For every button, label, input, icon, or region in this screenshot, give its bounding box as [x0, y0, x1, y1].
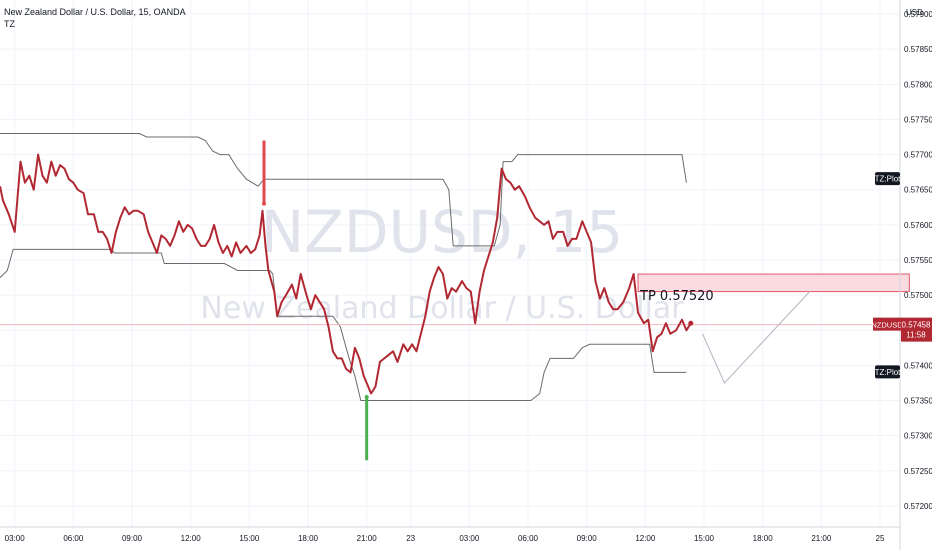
- x-tick-label: 15:00: [694, 534, 715, 543]
- x-tick-label: 23: [406, 534, 415, 543]
- y-tick-label: 0.57550: [904, 256, 932, 265]
- grid-lines: [0, 0, 900, 527]
- symbol-tag-bg: [873, 317, 901, 331]
- x-tick-label: 18:00: [298, 534, 319, 543]
- lower-band-line: [0, 248, 687, 401]
- x-tick-label: 21:00: [811, 534, 832, 543]
- watermark-name: New Zealand Dollar / U.S. Dollar: [200, 291, 684, 326]
- tp-zone[interactable]: [637, 273, 910, 293]
- buy-signal-dot: [364, 395, 369, 400]
- x-tick-label: 06:00: [63, 534, 84, 543]
- x-tick-label: 06:00: [518, 534, 539, 543]
- upper-band-line: [0, 133, 687, 247]
- y-tick-label: 0.57250: [904, 467, 932, 476]
- y-tick-label: 0.57300: [904, 432, 932, 441]
- x-tick-label: 09:00: [577, 534, 598, 543]
- countdown-text: 11:58: [906, 331, 926, 340]
- sell-signal-dot: [262, 201, 266, 206]
- y-tick-label: 0.57600: [904, 221, 932, 230]
- price-tag-bg: [901, 317, 932, 342]
- x-tick-label: 12:00: [635, 534, 656, 543]
- currency-label: USD: [906, 8, 923, 17]
- y-tick-label: 0.57900: [904, 10, 932, 19]
- y-tick-label: 0.57700: [904, 151, 932, 160]
- tp-label: TP 0.57520: [639, 289, 714, 304]
- x-tick-label: 09:00: [122, 534, 143, 543]
- x-tick-label: 03:00: [5, 534, 26, 543]
- tz-plot-lower-tag: TZ:Plot: [875, 365, 902, 379]
- symbol-tag-text: NZDUSD: [871, 321, 903, 330]
- x-tick-label: 03:00: [459, 534, 480, 543]
- watermark-symbol: NZDUSD, 15: [261, 198, 623, 266]
- last-price-dot: [688, 320, 694, 326]
- y-tick-label: 0.57650: [904, 186, 932, 195]
- price-series-line[interactable]: [0, 153, 692, 395]
- plot-area: [0, 133, 910, 461]
- tz-plot-upper-tag-bg: [875, 172, 900, 186]
- y-tick-label: 0.57200: [904, 502, 932, 511]
- tz-plot-lower-tag-text: TZ:Plot: [875, 368, 902, 377]
- y-tick-label: 0.57850: [904, 45, 932, 54]
- y-tick-label: 0.57500: [904, 291, 932, 300]
- x-tick-label: 15:00: [239, 534, 260, 543]
- y-tick-label: 0.57400: [904, 361, 932, 370]
- indicator-label[interactable]: TZ: [4, 19, 15, 29]
- y-tick-label: 0.57350: [904, 397, 932, 406]
- overlays: TP 0.57520 TZ:Plot TZ:Plot NZDUSD0.5745811:…: [639, 172, 932, 379]
- symbol-title[interactable]: New Zealand Dollar / U.S. Dollar, 15, OA…: [4, 7, 186, 17]
- tz-plot-lower-tag-bg: [875, 365, 900, 379]
- tz-plot-upper-tag: TZ:Plot: [875, 172, 902, 186]
- y-tick-label: 0.57750: [904, 115, 932, 124]
- x-tick-label: 25: [876, 534, 885, 543]
- y-tick-label: 0.57800: [904, 80, 932, 89]
- x-tick-label: 18:00: [753, 534, 774, 543]
- x-tick-label: 12:00: [181, 534, 202, 543]
- last-price-text: 0.57458: [902, 321, 931, 330]
- projection-line: [702, 291, 810, 384]
- x-tick-label: 21:00: [357, 534, 378, 543]
- tz-plot-upper-tag-text: TZ:Plot: [875, 175, 902, 184]
- chart-header: New Zealand Dollar / U.S. Dollar, 15, OA…: [4, 6, 186, 30]
